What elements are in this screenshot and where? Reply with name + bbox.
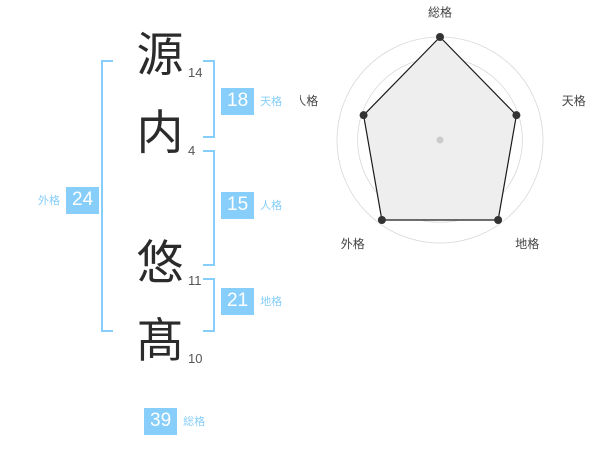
name-char-1: 源 bbox=[136, 28, 184, 83]
radar-axis-label-2: 地格 bbox=[515, 236, 539, 251]
radar-axis-label-4: 人格 bbox=[300, 93, 318, 108]
radar-data-points bbox=[359, 33, 521, 224]
stroke-count-3: 11 bbox=[188, 273, 202, 288]
badge-gaikaku: 24 外格 bbox=[38, 187, 100, 214]
stroke-count-2: 4 bbox=[188, 143, 196, 158]
radar-axis-label-0: 総格 bbox=[428, 5, 452, 20]
badge-soukaku-label: 総格 bbox=[183, 415, 206, 429]
badge-soukaku: 39 総格 bbox=[144, 408, 205, 435]
stroke-count-1: 14 bbox=[188, 65, 203, 80]
name-breakdown-panel: 源 14 内 4 悠 11 髙 10 18 天格 15 人格 21 地格 24 bbox=[38, 28, 282, 435]
radar-point-2 bbox=[494, 216, 503, 224]
name-char-3: 悠 bbox=[136, 236, 184, 291]
badge-jinkaku: 15 人格 bbox=[221, 192, 282, 219]
bracket-gaikaku bbox=[101, 60, 113, 332]
badge-tenkaku-label: 天格 bbox=[260, 95, 283, 109]
radar-axis-label-1: 天格 bbox=[562, 93, 586, 108]
radar-point-1 bbox=[512, 111, 521, 120]
badge-soukaku-value: 39 bbox=[144, 408, 178, 435]
badge-tenkaku-value: 18 bbox=[221, 88, 255, 115]
radar-data-area bbox=[362, 36, 518, 221]
badge-tenkaku: 18 天格 bbox=[221, 88, 282, 115]
badge-jinkaku-value: 15 bbox=[221, 192, 255, 219]
badge-jinkaku-label: 人格 bbox=[260, 199, 283, 213]
radar-axis-label-3: 外格 bbox=[341, 236, 365, 251]
badge-chikaku-label: 地格 bbox=[260, 295, 283, 309]
badge-gaikaku-label: 外格 bbox=[38, 194, 60, 208]
bracket-jinkaku bbox=[203, 150, 215, 266]
stroke-count-4: 10 bbox=[188, 351, 203, 366]
radar-point-3 bbox=[377, 216, 386, 224]
badge-chikaku: 21 地格 bbox=[221, 288, 282, 315]
radar-point-4 bbox=[359, 111, 368, 120]
radar-center-dot bbox=[436, 136, 444, 144]
badge-gaikaku-value: 24 bbox=[66, 187, 100, 214]
name-char-4: 髙 bbox=[136, 314, 184, 369]
radar-chart-panel: 総格天格地格 外格 人格 bbox=[300, 0, 600, 470]
radar-point-0 bbox=[436, 33, 444, 41]
name-char-2: 内 bbox=[136, 106, 184, 161]
badge-chikaku-value: 21 bbox=[221, 288, 255, 315]
bracket-tenkaku bbox=[203, 60, 215, 138]
bracket-chikaku bbox=[203, 278, 215, 332]
